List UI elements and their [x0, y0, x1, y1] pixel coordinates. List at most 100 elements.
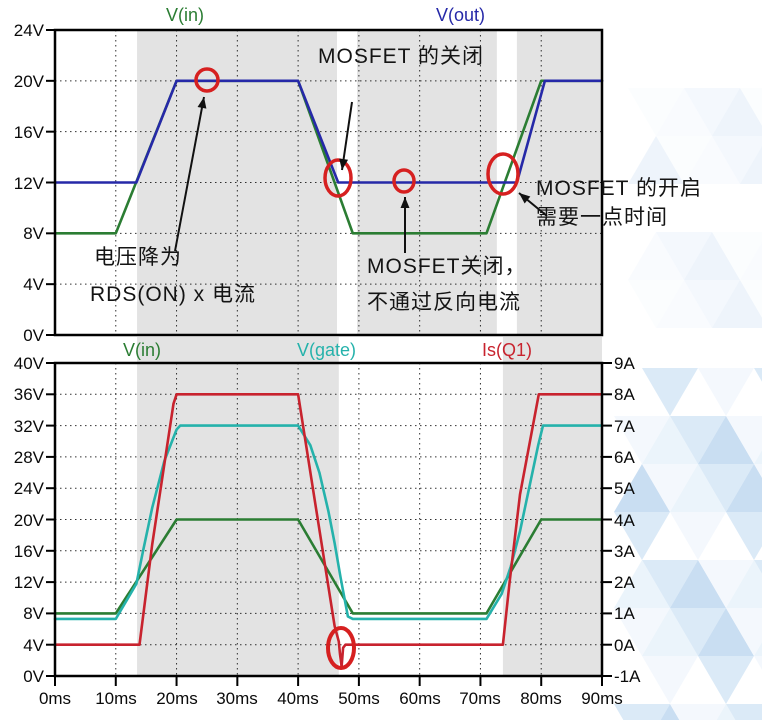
decor-triangle	[740, 146, 762, 184]
y-axis-label: 8V	[23, 224, 44, 243]
decor-triangle	[754, 464, 762, 478]
decor-triangle	[740, 242, 762, 280]
decor-triangle	[614, 464, 670, 512]
decor-triangle	[670, 416, 726, 464]
y-axis-label: 12V	[13, 174, 44, 193]
decor-triangle	[726, 608, 762, 656]
decor-triangle	[628, 88, 684, 136]
decor-triangle	[684, 136, 740, 184]
decor-triangle	[726, 704, 762, 720]
decor-triangle	[670, 560, 726, 608]
x-axis-label: 20ms	[156, 689, 198, 708]
highlight-circle	[326, 626, 356, 670]
decor-triangle	[642, 368, 698, 416]
decor-triangle	[698, 656, 754, 704]
y-axis-label: 4V	[23, 636, 44, 655]
y2-axis-label: 5A	[614, 479, 635, 498]
decor-triangle	[628, 232, 684, 280]
decor-triangle	[684, 88, 740, 136]
decor-triangle	[660, 704, 680, 720]
y-axis-label: 40V	[13, 354, 44, 373]
x-axis-label: 80ms	[520, 689, 562, 708]
decor-triangle	[670, 704, 726, 720]
decor-triangle	[656, 88, 712, 136]
x-axis-label: 50ms	[338, 689, 380, 708]
legend-vin-top: V(in)	[166, 5, 205, 25]
decor-triangle	[642, 416, 698, 464]
y2-axis-label: 0A	[614, 636, 635, 655]
decor-triangle	[726, 560, 762, 608]
y2-axis-label: 7A	[614, 417, 635, 436]
annotation-arrow-line	[174, 96, 205, 252]
y-axis-label: 4V	[23, 275, 44, 294]
annotation-turn-on-line1: MOSFET 的开启	[536, 177, 702, 200]
decor-triangle	[698, 416, 754, 464]
decor-triangle	[656, 136, 712, 184]
decor-triangle	[642, 560, 698, 608]
decor-triangle	[614, 560, 670, 608]
decor-triangle	[628, 280, 684, 328]
y-axis-label: 12V	[13, 573, 44, 592]
x-axis-label: 0ms	[38, 689, 72, 708]
decor-triangle	[670, 512, 726, 560]
y-axis-label: 0V	[23, 326, 44, 345]
decor-triangle	[684, 232, 740, 280]
x-axis-label: 60ms	[399, 689, 441, 708]
y2-axis-label: 6A	[614, 448, 635, 467]
y-axis-label: 32V	[13, 417, 44, 436]
y-axis-label: 16V	[13, 123, 44, 142]
decor-triangle	[642, 608, 698, 656]
x-axis-label: 10ms	[95, 689, 137, 708]
y2-axis-label: 8A	[614, 385, 635, 404]
series-isq1	[53, 392, 604, 668]
y-axis-label: 24V	[13, 479, 44, 498]
y-axis-label: 20V	[13, 72, 44, 91]
annotation-arrow-head	[339, 158, 349, 170]
y-axis-label: 16V	[13, 542, 44, 561]
decor-triangle	[740, 280, 762, 318]
decor-triangle	[642, 656, 698, 704]
x-axis-label: 90ms	[581, 689, 623, 708]
decor-triangle	[656, 232, 712, 280]
legend-vin-bottom: V(in)	[123, 340, 162, 360]
y2-axis-label: 3A	[614, 542, 635, 561]
decor-triangle	[698, 368, 754, 416]
x-axis-label: 30ms	[216, 689, 258, 708]
decor-triangle	[614, 512, 670, 560]
decor-triangle	[712, 88, 762, 136]
legend-vout-top: V(out)	[436, 5, 486, 25]
series-vout	[53, 79, 604, 184]
annotation-turn-on-line2: 需要一点时间	[536, 206, 668, 229]
decor-triangle	[740, 88, 762, 126]
highlight-circle	[194, 67, 220, 93]
decor-triangle	[726, 416, 762, 464]
decor-triangle	[628, 136, 684, 184]
decor-triangle	[684, 280, 740, 328]
annotation-vdrop-line1: 电压降为	[94, 246, 182, 269]
decor-triangle	[754, 368, 762, 382]
legend-vgate-bottom: V(gate)	[297, 340, 357, 360]
decor-triangle	[754, 450, 762, 464]
decor-triangle	[698, 560, 754, 608]
shaded-band	[137, 337, 339, 676]
annotation-arrow-head	[400, 197, 410, 208]
decor-triangle	[642, 464, 698, 512]
y2-axis-label: -1A	[614, 667, 641, 686]
annotation-mosfet-turn-off: MOSFET 的关闭	[318, 45, 484, 68]
decor-triangle	[716, 704, 736, 720]
annotation-arrow-head	[197, 97, 207, 109]
decor-triangle	[712, 280, 762, 328]
decor-triangle	[670, 464, 726, 512]
y-axis-label: 36V	[13, 385, 44, 404]
y2-axis-label: 1A	[614, 604, 635, 623]
decor-triangle	[670, 608, 726, 656]
decor-triangle	[698, 464, 754, 512]
decor-triangle	[712, 232, 762, 280]
decor-triangle	[754, 560, 762, 574]
annotation-no-reverse-line1: MOSFET关闭，	[367, 255, 527, 278]
decor-triangle	[712, 136, 762, 184]
decor-triangle	[614, 608, 670, 656]
decor-triangle	[698, 608, 754, 656]
decor-triangle	[754, 656, 762, 670]
